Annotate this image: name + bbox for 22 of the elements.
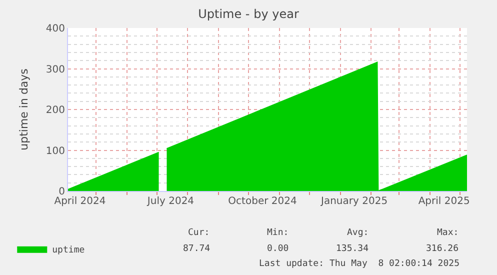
text: Avg:: [347, 228, 369, 238]
y-tick-label: 0: [58, 186, 65, 198]
y-tick-label: 100: [46, 146, 65, 157]
x-tick-label: January 2025: [320, 196, 388, 207]
text: 0.00: [267, 244, 289, 254]
text: Last update: Thu May 8 02:00:14 2025: [259, 259, 460, 269]
text: 316.26: [426, 244, 459, 254]
x-tick-label: April 2024: [54, 196, 106, 207]
text: Max:: [437, 228, 459, 238]
y-tick-label: 300: [46, 64, 65, 76]
x-tick-label: July 2024: [146, 196, 194, 207]
x-tick-label: October 2024: [228, 196, 297, 207]
text: 87.74: [183, 244, 210, 254]
text: Min:: [267, 228, 289, 238]
y-tick-label: 200: [46, 105, 65, 116]
y-tick-label: 400: [46, 24, 65, 34]
legend-label: uptime: [52, 245, 85, 256]
chart-title: Uptime - by year: [198, 7, 299, 22]
x-tick-label: April 2025: [418, 196, 470, 207]
y-axis-title: uptime in days: [18, 68, 31, 150]
text: 135.34: [336, 244, 369, 254]
text: Cur:: [188, 228, 210, 238]
